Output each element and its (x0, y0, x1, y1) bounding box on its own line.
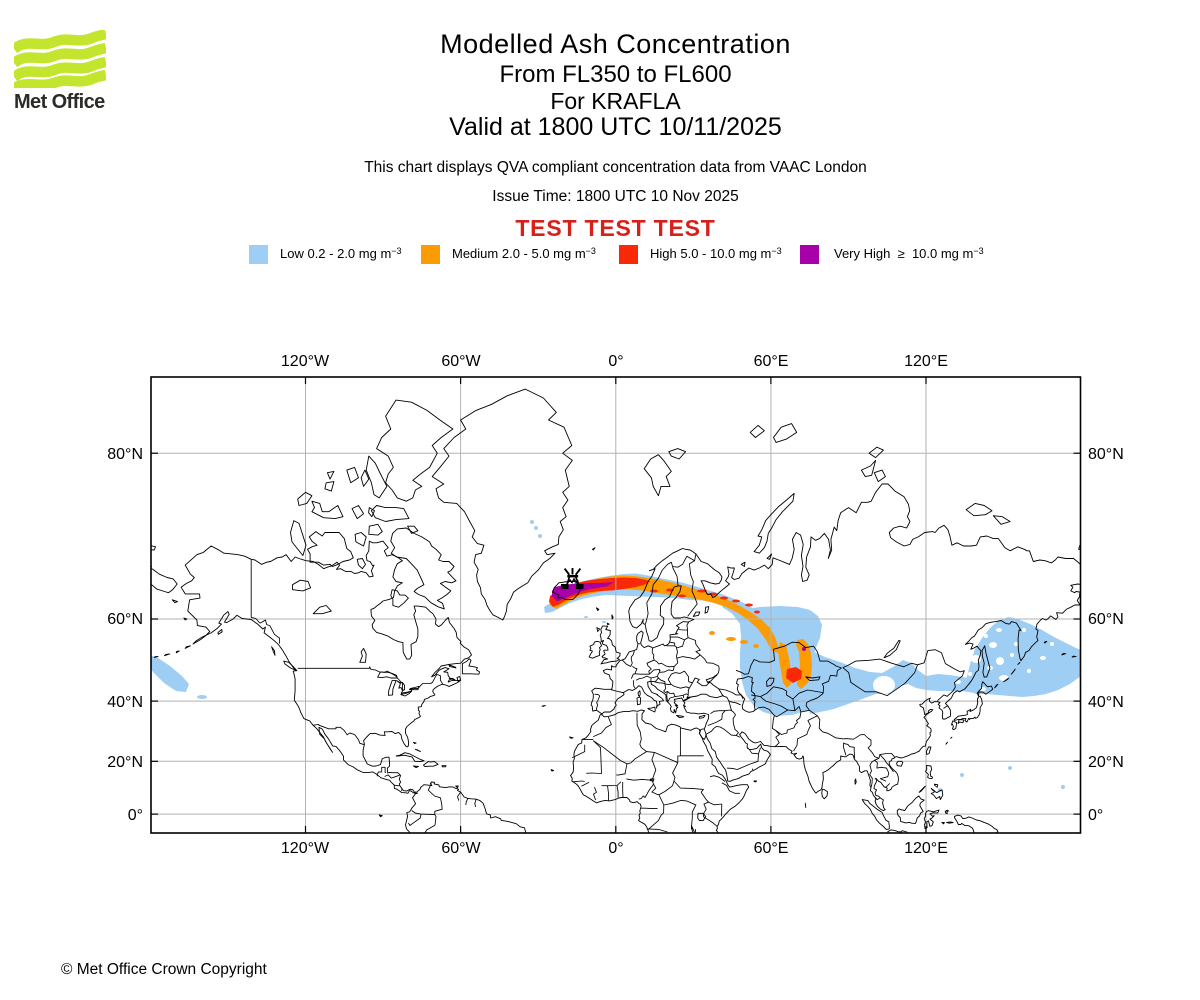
svg-text:60°E: 60°E (754, 840, 789, 857)
svg-text:60°N: 60°N (1088, 611, 1124, 628)
svg-text:60°E: 60°E (754, 353, 789, 370)
svg-text:60°W: 60°W (441, 840, 481, 857)
svg-text:0°: 0° (128, 807, 143, 824)
svg-text:120°W: 120°W (281, 353, 330, 370)
svg-text:0°: 0° (608, 353, 623, 370)
svg-text:20°N: 20°N (107, 754, 143, 771)
svg-text:120°E: 120°E (904, 840, 948, 857)
svg-text:40°N: 40°N (107, 694, 143, 711)
svg-text:60°W: 60°W (441, 353, 481, 370)
svg-text:20°N: 20°N (1088, 754, 1124, 771)
svg-text:60°N: 60°N (107, 611, 143, 628)
svg-text:80°N: 80°N (107, 446, 143, 463)
svg-text:0°: 0° (1088, 807, 1103, 824)
svg-text:80°N: 80°N (1088, 446, 1124, 463)
svg-text:0°: 0° (608, 840, 623, 857)
svg-text:40°N: 40°N (1088, 694, 1124, 711)
svg-text:120°W: 120°W (281, 840, 330, 857)
svg-text:120°E: 120°E (904, 353, 948, 370)
